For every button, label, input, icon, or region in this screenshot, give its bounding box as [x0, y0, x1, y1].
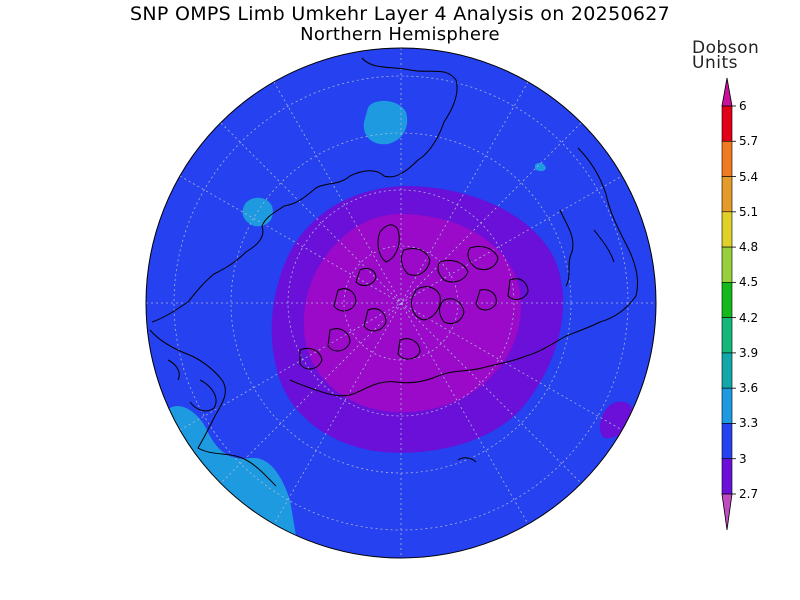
- low-core: [303, 214, 521, 413]
- units-label: Dobson Units: [692, 38, 760, 73]
- colorbar-segment: [721, 282, 733, 318]
- colorbar-under-arrow: [721, 493, 733, 531]
- colorbar-tick-label: 5.7: [739, 134, 759, 149]
- colorbar-tick-label: 2.7: [739, 487, 759, 501]
- colorbar-tick-label: 4.2: [739, 310, 759, 325]
- colorbar-segment: [721, 317, 733, 354]
- units-line-1: Dobson: [692, 38, 760, 58]
- colorbar-tick-label: 5.4: [739, 169, 759, 184]
- colorbar-tick-label: 4.8: [739, 240, 759, 255]
- graticule: [146, 48, 656, 558]
- high-patch-west: [242, 197, 273, 227]
- colorbar-tick-label: 3.9: [739, 345, 759, 360]
- chart-subtitle: Northern Hemisphere: [300, 24, 500, 45]
- colorbar-tick-label: 6: [739, 99, 747, 113]
- colorbar-segment: [721, 176, 733, 213]
- colorbar-segment: [721, 105, 733, 142]
- colorbar-segment: [721, 387, 733, 424]
- high-patch-small: [535, 162, 546, 172]
- colorbar-over-arrow: [721, 77, 733, 107]
- units-line-2: Units: [692, 53, 738, 73]
- colorbar-segment: [721, 140, 733, 177]
- coastlines: [149, 57, 639, 487]
- map-border: [145, 47, 657, 559]
- colorbar-segment: [721, 246, 733, 283]
- colorbar-tick-label: 5.1: [739, 204, 759, 219]
- colorbar-segment: [721, 352, 733, 389]
- colorbar-segment: [721, 211, 733, 248]
- colorbar-segment: [721, 423, 733, 460]
- colorbar-segment: [721, 458, 733, 495]
- colorbar-tick-label: 3.6: [739, 381, 759, 396]
- colorbar-tick-label: 3: [739, 451, 747, 466]
- colorbar-tick-label: 4.5: [739, 275, 759, 290]
- colorbar-tick-label: 3.3: [739, 416, 759, 431]
- chart-title: SNP OMPS Limb Umkehr Layer 4 Analysis on…: [129, 3, 671, 25]
